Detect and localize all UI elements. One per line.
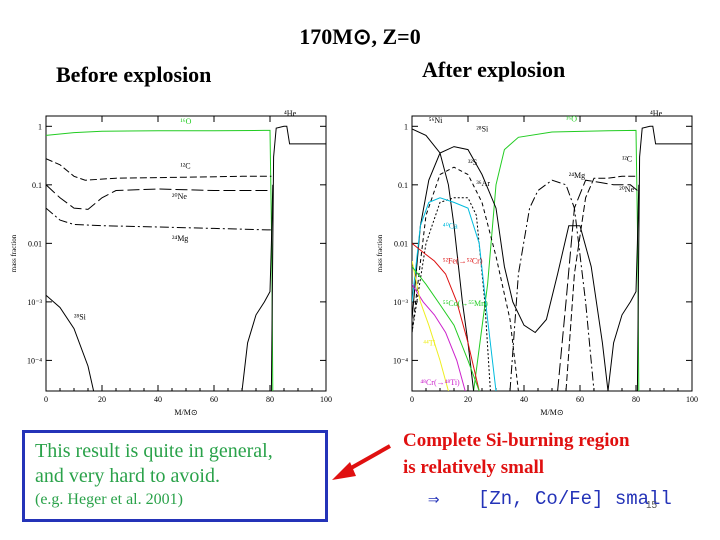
chart1-xtick-label: 80: [632, 395, 640, 404]
chart0-series-label-0: ¹⁶O: [180, 117, 191, 126]
chart-after-explosion: 0 20 40 60 80 100 1 0.1 0.01 10⁻³ 10⁻⁴ M/M⊙ mass fra…: [376, 109, 698, 416]
left-heading: Before explosion: [56, 62, 212, 87]
chart1-series-label-10: ⁵²Fe(→⁵²Cr): [443, 257, 483, 266]
note-line-1: This result is quite in general,: [35, 440, 273, 462]
chart1-series-4: [412, 166, 519, 391]
chart1-series-label-8: ²⁰Ne: [619, 185, 634, 194]
chart1-series-13: [412, 266, 480, 391]
note-line-2: and very hard to avoid.: [35, 465, 220, 487]
chart1-xlabel: M/M⊙: [540, 408, 563, 416]
chart1-series-2: [412, 128, 475, 391]
red-line-2: is relatively small: [403, 457, 545, 478]
chart1-ytick-label: 1: [404, 122, 408, 131]
chart0-ytick-label: 10⁻⁴: [27, 356, 42, 365]
chart1-series-14: [607, 184, 640, 391]
chart1-xtick-label: 60: [576, 395, 584, 404]
chart1-series-10: [412, 243, 480, 391]
chart0-ytick-label: 0.01: [28, 239, 42, 248]
chart1-frame: [411, 115, 693, 392]
chart1-series-label-6: ²⁴Mg: [569, 171, 585, 180]
chart0-xtick-label: 60: [210, 395, 218, 404]
chart0-series-label-4: ²⁴Mg: [172, 234, 188, 243]
note-box: This result is quite in general, and ver…: [22, 430, 328, 522]
chart1-series-label-1: ²⁸Si: [476, 124, 489, 133]
chart1-series-6: [509, 179, 595, 391]
conclusion-text: [Zn, Co/Fe] small: [478, 488, 672, 510]
chart1-xtick-label: 100: [686, 395, 698, 404]
chart0-xtick-label: 20: [98, 395, 106, 404]
chart0-xtick-label: 0: [44, 395, 48, 404]
chart1-series-label-11: ⁵⁵Co(→⁵⁵Mn): [443, 299, 488, 308]
chart1-series-8: [565, 175, 638, 391]
chart1-series-1: [636, 125, 692, 391]
chart1-series-12: [412, 260, 449, 391]
chart1-series-label-5: ³⁶Ar: [476, 179, 490, 188]
red-arrow-icon: [332, 444, 391, 480]
chart0-ytick-label: 1: [38, 122, 42, 131]
note-reference: (e.g. Heger et al. 2001): [35, 491, 183, 508]
chart0-series-label-1: ⁴He: [284, 109, 297, 118]
chart0-ytick-label: 0.1: [32, 181, 42, 190]
chart0-ytick-label: 10⁻³: [27, 298, 42, 307]
chart1-ylabel: mass fraction: [376, 234, 384, 272]
chart0-series-label-3: ²⁰Ne: [172, 192, 187, 201]
chart1-xtick-label: 40: [520, 395, 528, 404]
chart1-series-5: [412, 197, 491, 391]
chart0-frame: [45, 115, 327, 392]
chart0-xtick-label: 40: [154, 395, 162, 404]
chart1-series-label-9: ⁴⁰Ca: [443, 221, 458, 230]
chart1-series-label-2: ¹⁶O: [566, 115, 577, 124]
chart0-series-label-5: ²⁸Si: [74, 312, 87, 321]
chart1-series-label-4: ³²S: [468, 158, 477, 167]
chart0-xtick-label: 100: [320, 395, 332, 404]
chart1-ytick-label: 0.01: [394, 239, 408, 248]
chart1-ytick-label: 10⁻⁴: [393, 356, 408, 365]
chart0-series-0: [46, 129, 274, 391]
chart0-series-label-2: ¹²C: [180, 162, 190, 171]
chart0-ylabel: mass fraction: [10, 234, 18, 272]
chart-before-explosion: 0 20 40 60 80 100 1 0.1 0.01 10⁻³ 10⁻⁴ M/M⊙ mass fra…: [10, 109, 332, 416]
chart1-series-0: [473, 129, 640, 391]
chart0-series-3: [46, 184, 272, 210]
chart1-series-label-12: ⁴⁴Ti: [423, 338, 436, 347]
chart0-series-5: [46, 294, 95, 391]
chart1-series-label-0: ⁵⁶Ni: [429, 116, 443, 125]
chart0-series-1: [270, 125, 326, 391]
chart0-series-4: [46, 207, 272, 231]
chart0-xtick-label: 80: [266, 395, 274, 404]
chart1-series-3: [412, 146, 609, 391]
conclusion-arrow: ⇒: [428, 489, 440, 511]
chart1-series-label-3: ⁴He: [650, 109, 663, 118]
chart0-xlabel: M/M⊙: [174, 408, 197, 416]
right-heading: After explosion: [422, 57, 566, 82]
chart1-ytick-label: 10⁻³: [393, 298, 408, 307]
page-number: 15: [646, 500, 658, 511]
chart1-xtick-label: 0: [410, 395, 414, 404]
red-line-1: Complete Si-burning region: [403, 430, 630, 451]
chart1-series-7: [557, 179, 638, 391]
chart1-series-label-7: ¹²C: [622, 155, 632, 164]
chart1-series-9: [412, 197, 497, 391]
chart1-series-11: [412, 284, 466, 391]
chart0-series-6: [241, 184, 274, 391]
chart0-series-2: [46, 158, 272, 181]
chart1-ytick-label: 0.1: [398, 181, 408, 190]
slide-title: 170M⊙, Z=0: [299, 24, 421, 49]
chart1-xtick-label: 20: [464, 395, 472, 404]
chart1-series-label-13: ⁴⁸Cr(→⁴⁸Ti): [420, 378, 460, 387]
